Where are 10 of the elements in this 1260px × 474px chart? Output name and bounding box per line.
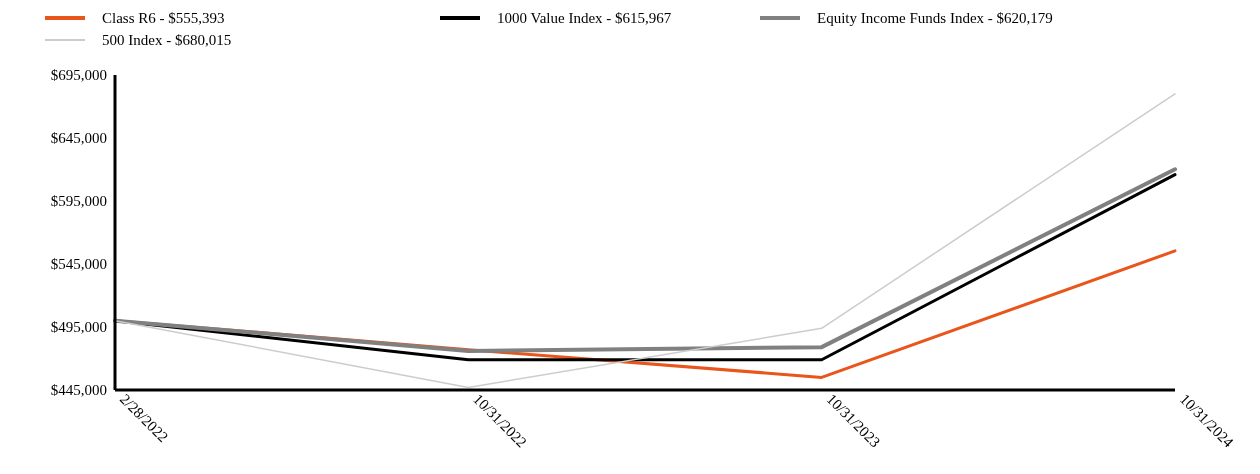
y-tick-label: $645,000 bbox=[50, 130, 107, 147]
y-tick-label: $495,000 bbox=[50, 319, 107, 336]
y-tick-label: $595,000 bbox=[50, 193, 107, 210]
y-tick-label: $545,000 bbox=[50, 256, 107, 273]
legend-label: Equity Income Funds Index - $620,179 bbox=[817, 10, 1053, 27]
legend-label: Class R6 - $555,393 bbox=[102, 10, 225, 27]
legend-label: 500 Index - $680,015 bbox=[102, 32, 232, 49]
y-tick-label: $695,000 bbox=[50, 67, 107, 84]
y-tick-label: $445,000 bbox=[50, 382, 107, 399]
legend-label: 1000 Value Index - $615,967 bbox=[497, 10, 672, 27]
